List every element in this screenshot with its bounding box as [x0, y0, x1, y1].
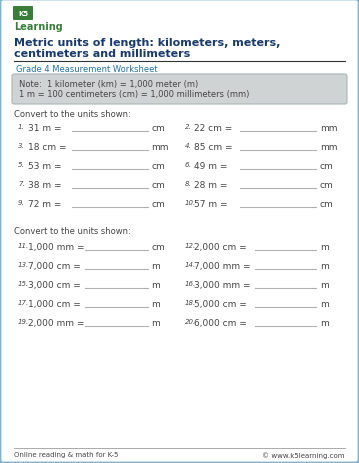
Text: m: m: [320, 300, 329, 308]
Text: 13.: 13.: [18, 262, 29, 268]
Text: 49 m =: 49 m =: [194, 162, 227, 171]
Text: © www.k5learning.com: © www.k5learning.com: [262, 451, 345, 458]
Text: 6,000 cm =: 6,000 cm =: [194, 319, 247, 327]
Text: 15.: 15.: [18, 281, 29, 287]
Text: Metric units of length: kilometers, meters,: Metric units of length: kilometers, mete…: [14, 38, 280, 48]
Text: 18 cm =: 18 cm =: [28, 143, 66, 152]
Text: Learning: Learning: [14, 22, 63, 32]
Text: 38 m =: 38 m =: [28, 181, 61, 189]
Text: 57 m =: 57 m =: [194, 200, 228, 208]
Text: 7,000 mm =: 7,000 mm =: [194, 262, 251, 270]
Text: 31 m =: 31 m =: [28, 124, 61, 133]
Text: 16.: 16.: [185, 281, 196, 287]
Text: cm: cm: [151, 162, 165, 171]
Text: 7.: 7.: [18, 181, 25, 187]
Text: 2,000 cm =: 2,000 cm =: [194, 243, 247, 251]
Text: Convert to the units shown:: Convert to the units shown:: [14, 226, 131, 236]
Text: 3.: 3.: [18, 143, 25, 149]
Text: cm: cm: [151, 124, 165, 133]
Text: m: m: [320, 281, 329, 289]
Text: Convert to the units shown:: Convert to the units shown:: [14, 110, 131, 119]
Text: Note:  1 kilometer (km) = 1,000 meter (m): Note: 1 kilometer (km) = 1,000 meter (m): [19, 80, 198, 89]
Text: 53 m =: 53 m =: [28, 162, 61, 171]
Text: 4.: 4.: [185, 143, 192, 149]
Text: 14.: 14.: [185, 262, 196, 268]
Text: Grade 4 Measurement Worksheet: Grade 4 Measurement Worksheet: [16, 65, 158, 74]
Text: 7,000 cm =: 7,000 cm =: [28, 262, 81, 270]
Text: cm: cm: [320, 181, 334, 189]
Text: 5.: 5.: [18, 162, 25, 168]
Text: cm: cm: [151, 181, 165, 189]
Text: cm: cm: [320, 200, 334, 208]
FancyBboxPatch shape: [12, 75, 347, 105]
Text: 19.: 19.: [18, 319, 29, 324]
Text: 8.: 8.: [185, 181, 192, 187]
Text: m: m: [151, 262, 160, 270]
Text: mm: mm: [320, 124, 337, 133]
Text: mm: mm: [151, 143, 168, 152]
Text: 20.: 20.: [185, 319, 196, 324]
Text: 5,000 cm =: 5,000 cm =: [194, 300, 247, 308]
Text: m: m: [320, 243, 329, 251]
Text: 6.: 6.: [185, 162, 192, 168]
Text: 28 m =: 28 m =: [194, 181, 227, 189]
Text: 9.: 9.: [18, 200, 25, 206]
Text: 85 cm =: 85 cm =: [194, 143, 233, 152]
Text: 18.: 18.: [185, 300, 196, 305]
Text: mm: mm: [320, 143, 337, 152]
Text: m: m: [151, 319, 160, 327]
Text: 2.: 2.: [185, 124, 192, 130]
Text: cm: cm: [320, 162, 334, 171]
Text: cm: cm: [151, 200, 165, 208]
FancyBboxPatch shape: [13, 7, 33, 21]
Text: 17.: 17.: [18, 300, 29, 305]
Text: 72 m =: 72 m =: [28, 200, 61, 208]
Text: 2,000 mm =: 2,000 mm =: [28, 319, 84, 327]
Text: 10.: 10.: [185, 200, 196, 206]
Text: 1 m = 100 centimeters (cm) = 1,000 millimeters (mm): 1 m = 100 centimeters (cm) = 1,000 milli…: [19, 90, 250, 99]
Text: 1.: 1.: [18, 124, 25, 130]
Text: m: m: [151, 300, 160, 308]
Text: centimeters and millimeters: centimeters and millimeters: [14, 49, 190, 59]
Text: m: m: [320, 319, 329, 327]
Text: 1,000 mm =: 1,000 mm =: [28, 243, 84, 251]
Text: 22 cm =: 22 cm =: [194, 124, 232, 133]
Text: K5: K5: [18, 11, 28, 17]
Text: 1,000 cm =: 1,000 cm =: [28, 300, 81, 308]
Text: 12.: 12.: [185, 243, 196, 249]
Text: 3,000 cm =: 3,000 cm =: [28, 281, 81, 289]
Text: m: m: [151, 281, 160, 289]
Text: 11.: 11.: [18, 243, 29, 249]
Text: 3,000 mm =: 3,000 mm =: [194, 281, 251, 289]
Text: m: m: [320, 262, 329, 270]
Text: Online reading & math for K-5: Online reading & math for K-5: [14, 451, 118, 457]
Text: cm: cm: [151, 243, 165, 251]
